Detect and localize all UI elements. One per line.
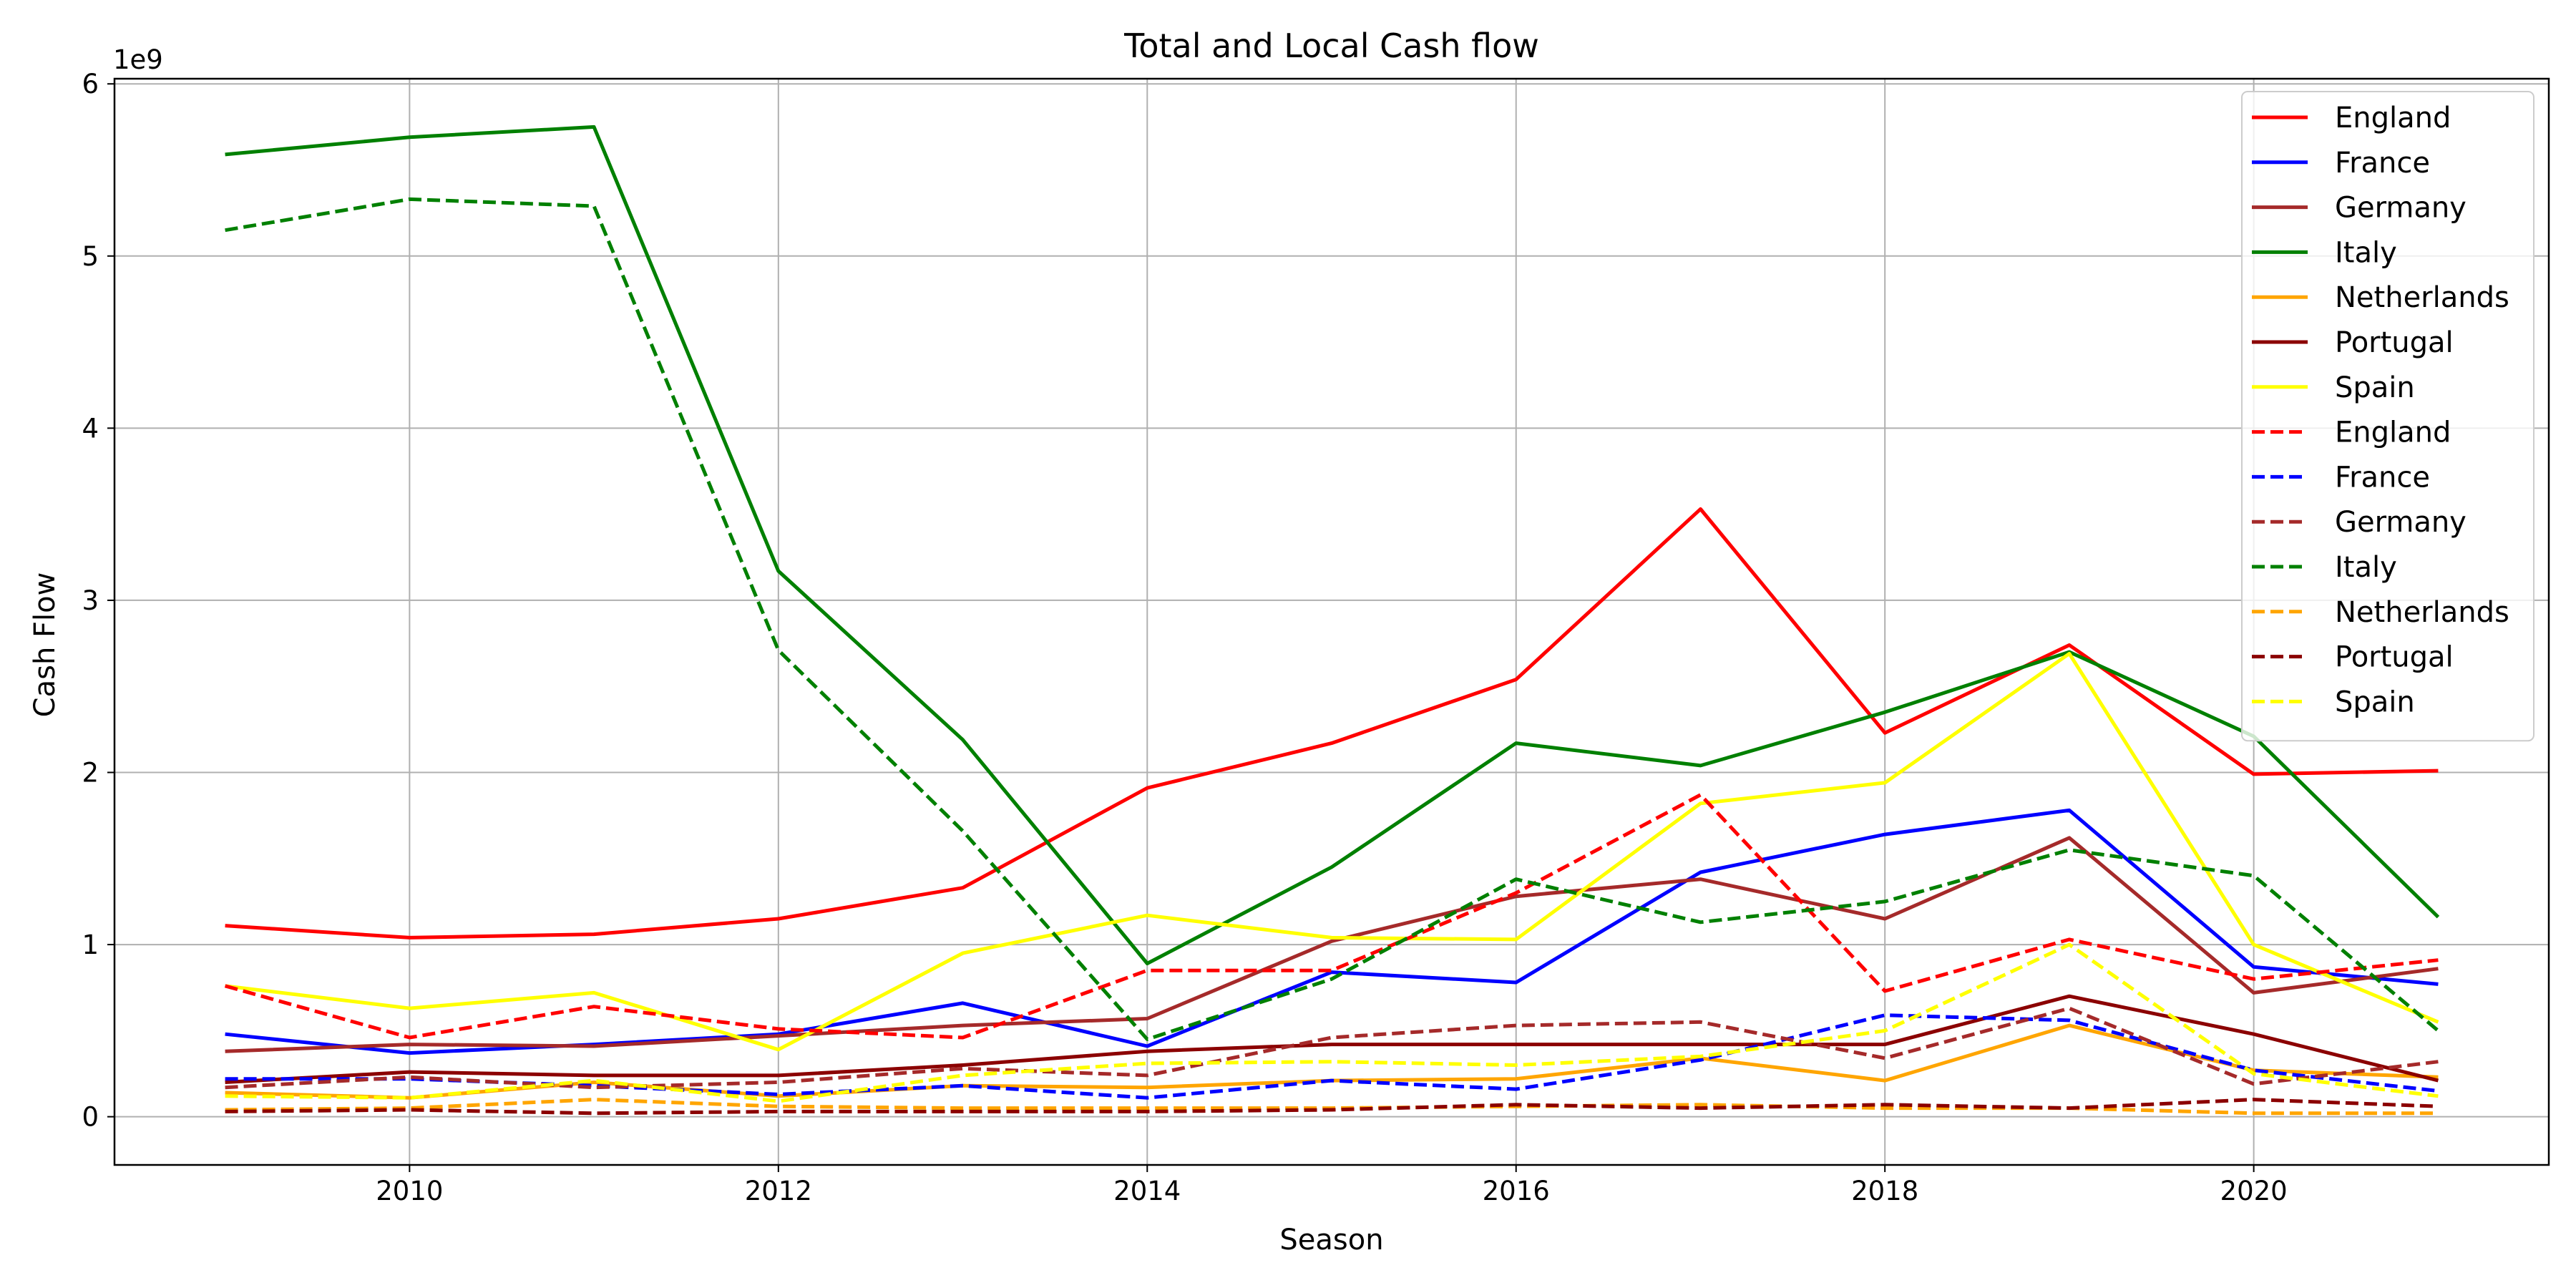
- series-line-germany-solid: [225, 836, 2439, 1053]
- series-line-england-dashed: [224, 793, 2439, 1040]
- y-tick-label: 0: [82, 1102, 99, 1133]
- legend-label: Netherlands: [2335, 596, 2509, 629]
- x-tick-label: 2020: [2220, 1176, 2288, 1206]
- legend-label: France: [2335, 461, 2430, 494]
- legend-label: Germany: [2335, 506, 2467, 539]
- series-line-spain-dashed: [225, 942, 2439, 1103]
- x-tick-label: 2012: [745, 1176, 812, 1206]
- series-line-spain-solid: [225, 652, 2439, 1052]
- x-tick-label: 2018: [1851, 1176, 1918, 1206]
- legend-label: Portugal: [2335, 641, 2454, 674]
- y-axis-label: Cash Flow: [29, 572, 62, 718]
- series-lines: [224, 125, 2440, 1116]
- series-line-england-solid: [225, 507, 2439, 940]
- y-tick-label: 5: [82, 241, 99, 272]
- legend-label: Germany: [2335, 192, 2467, 225]
- legend-label: Netherlands: [2335, 281, 2509, 314]
- plot-frame: [113, 77, 2550, 1166]
- y-axis-offset-label: 1e9: [113, 44, 163, 75]
- chart-title: Total and Local Cash flow: [1123, 26, 1539, 65]
- axis-ticks: 2010 2012 2014 2016 2018 2020 0 1 2 3 4 5 6: [82, 69, 2287, 1206]
- y-tick-label: 1: [82, 930, 99, 960]
- legend-label: Portugal: [2335, 326, 2454, 359]
- legend-label: Spain: [2335, 371, 2415, 404]
- legend-box: [2241, 91, 2534, 742]
- y-tick-label: 3: [82, 585, 99, 616]
- x-axis-label: Season: [1279, 1224, 1383, 1257]
- legend-label: Spain: [2335, 686, 2415, 718]
- legend-label: Italy: [2335, 551, 2397, 584]
- series-line-portugal-solid: [225, 994, 2439, 1084]
- legend-label: England: [2335, 416, 2451, 449]
- x-tick-label: 2016: [1483, 1176, 1550, 1206]
- legend-label: France: [2335, 147, 2430, 180]
- y-tick-label: 4: [82, 413, 99, 444]
- series-line-italy-dashed: [225, 197, 2440, 1041]
- legend: England France Germany Italy Netherlands Port…: [2241, 91, 2534, 742]
- series-line-portugal-dashed: [225, 1098, 2439, 1116]
- legend-label: Italy: [2335, 236, 2397, 269]
- series-line-france-dashed: [225, 1013, 2439, 1100]
- y-tick-label: 6: [82, 69, 99, 99]
- x-tick-label: 2010: [376, 1176, 443, 1206]
- legend-label: England: [2335, 102, 2451, 135]
- y-tick-label: 2: [82, 757, 99, 788]
- x-tick-label: 2014: [1113, 1176, 1181, 1206]
